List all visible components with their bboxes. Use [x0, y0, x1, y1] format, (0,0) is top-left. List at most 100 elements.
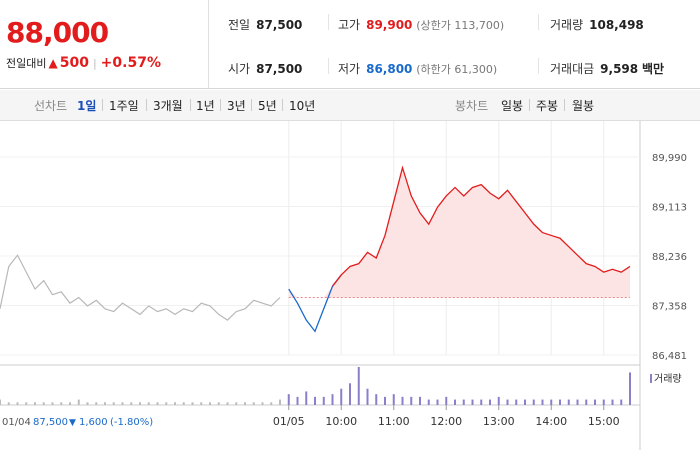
volume-bar: [349, 383, 351, 405]
quote-summary: 88,000 전일대비 ▲ 500 | +0.57% 전일 87,500 고가 89,900…: [0, 0, 700, 89]
volume-bar: [156, 402, 159, 405]
volume-bar: [515, 399, 518, 405]
x-tick-label: 11:00: [378, 415, 410, 428]
volume-bar: [532, 399, 535, 405]
change-amount: 500: [59, 55, 89, 71]
series-line-01-05-down: [288, 274, 342, 333]
volume-bar: [86, 402, 89, 405]
volume-bar: [471, 399, 474, 405]
divider: [251, 99, 252, 111]
current-price: 88,000: [6, 16, 109, 49]
period-tab-5y[interactable]: 5년: [258, 99, 277, 113]
candle-tab-monthly[interactable]: 월봉: [572, 99, 595, 113]
divider: [102, 99, 103, 111]
volume-bar: [541, 399, 544, 405]
volume-bar: [0, 399, 1, 405]
divider: [564, 99, 565, 111]
volume-bar: [51, 402, 54, 405]
period-tab-3m[interactable]: 3개월: [153, 99, 183, 113]
volume-bar: [182, 402, 185, 405]
volume-bar: [497, 396, 500, 405]
divider: [146, 99, 147, 111]
volume-bar: [95, 402, 98, 405]
day-low: 저가 86,800 (하한가 61,300): [338, 62, 498, 76]
volume-legend: 거래량: [654, 373, 682, 385]
volume-bar: [629, 372, 631, 405]
divider: [190, 99, 191, 111]
volume-bar: [567, 399, 570, 405]
divider: [282, 99, 283, 111]
x-tick-label: 14:00: [535, 415, 567, 428]
volume-bar: [16, 402, 19, 405]
volume: 거래량 108,498: [550, 18, 644, 32]
y-tick-label: 87,358: [652, 302, 687, 313]
period-tab-3y[interactable]: 3년: [227, 99, 246, 113]
volume-bar: [270, 402, 273, 405]
divider: [328, 58, 329, 74]
change-label: 전일대비: [6, 57, 47, 70]
change-percent: +0.57%: [100, 55, 161, 71]
volume-bar: [585, 399, 588, 405]
volume-bar: [60, 402, 63, 405]
volume-bar: [261, 402, 264, 405]
y-tick-label: 86,481: [652, 351, 687, 362]
volume-bar: [445, 396, 448, 405]
volume-bar: [104, 402, 106, 405]
volume-bar: [401, 396, 404, 405]
period-tab-1d[interactable]: 1일: [77, 99, 97, 113]
volume-bar: [112, 402, 115, 405]
volume-bar: [419, 396, 421, 405]
period-tab-1w[interactable]: 1주일: [109, 99, 139, 113]
volume-bar: [252, 402, 255, 405]
volume-bar: [357, 367, 360, 405]
period-tab-1y[interactable]: 1년: [196, 99, 215, 113]
volume-bar: [462, 399, 465, 405]
volume-bar: [340, 388, 343, 405]
x-tick-label: 13:00: [483, 415, 515, 428]
volume-bar: [305, 391, 308, 405]
prev-close: 전일 87,500: [228, 18, 303, 32]
candle-tab-daily[interactable]: 일봉: [501, 99, 524, 113]
volume-bar: [314, 396, 316, 405]
volume-bar: [226, 402, 229, 405]
volume-bar: [191, 402, 194, 405]
volume-bar: [454, 399, 456, 405]
volume-bar: [217, 402, 220, 405]
prev-day-note-change: 1,600: [79, 417, 108, 428]
divider: |: [92, 57, 97, 70]
volume-bar: [77, 399, 80, 405]
down-arrow-icon: ▼: [69, 418, 76, 428]
volume-bar: [130, 402, 133, 405]
volume-bar: [331, 394, 334, 405]
x-tick-label: 01/05: [273, 415, 305, 428]
volume-bar: [410, 396, 413, 405]
volume-bar: [25, 402, 28, 405]
volume-bar: [200, 402, 203, 405]
price-box: 88,000 전일대비 ▲ 500 | +0.57%: [0, 0, 209, 88]
prev-day-note-date: 01/04: [2, 417, 31, 428]
x-tick-label: 12:00: [430, 415, 462, 428]
x-tick-labels: 01/05 10:00 11:00 12:00 13:00 14:00 15:00: [273, 415, 620, 428]
period-tab-10y[interactable]: 10년: [289, 99, 316, 113]
volume-bar: [427, 399, 430, 405]
up-arrow-icon: ▲: [48, 56, 58, 70]
volume-bar: [611, 399, 614, 405]
divider: [538, 58, 539, 74]
volume-bar: [524, 399, 526, 405]
y-tick-label: 89,113: [652, 202, 687, 213]
series-line-01-04: [0, 254, 281, 321]
volume-bar: [436, 399, 439, 405]
volume-bar: [139, 402, 141, 405]
volume-bar: [322, 396, 325, 405]
y-tick-label: 89,990: [652, 153, 687, 164]
candle-tab-weekly[interactable]: 주봉: [536, 99, 559, 113]
price-chart: 89,990 89,113 88,236 87,358 86,481 01/05 10:0…: [0, 121, 687, 450]
price-change: 전일대비 ▲ 500 | +0.57%: [6, 55, 161, 71]
y-tick-label: 88,236: [652, 252, 687, 263]
series-line-01-05-up: [331, 165, 631, 287]
volume-bar: [174, 402, 176, 405]
chart-toolbar: 선차트 1일 1주일 3개월 1년 3년 5년 10년 봉차트 일봉 주봉 월봉: [0, 90, 700, 121]
y-grid: [0, 156, 640, 356]
volume-bar: [296, 396, 299, 405]
volume-bar: [121, 402, 124, 405]
